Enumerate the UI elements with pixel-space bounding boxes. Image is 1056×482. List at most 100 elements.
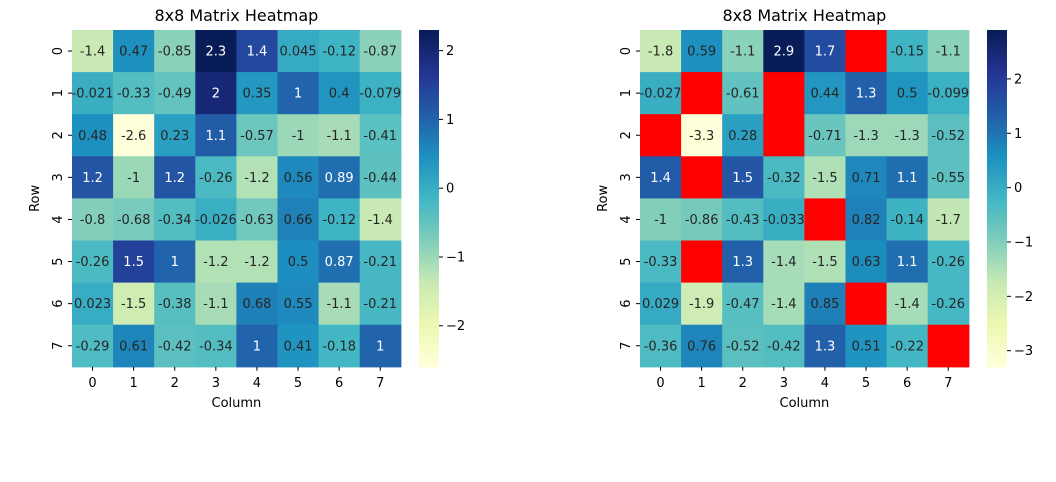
colorbar-strip bbox=[987, 243, 1007, 247]
colorbar-strip bbox=[987, 271, 1007, 275]
colorbar-strip bbox=[987, 352, 1007, 357]
x-axis-label: Column bbox=[212, 396, 262, 411]
colorbar-strip bbox=[419, 296, 439, 301]
colorbar-strip bbox=[987, 254, 1007, 259]
colorbar-strip bbox=[987, 170, 1007, 174]
heatmap-cell bbox=[804, 324, 847, 368]
colorbar-strip bbox=[987, 212, 1007, 216]
colorbar-strip bbox=[419, 265, 439, 270]
colorbar-strip bbox=[987, 285, 1007, 289]
colorbar-strip bbox=[987, 209, 1007, 214]
cell-value-label: -0.42 bbox=[767, 339, 801, 354]
y-tick-label: 7 bbox=[51, 342, 66, 350]
colorbar-strip bbox=[987, 324, 1007, 329]
colorbar-strip bbox=[987, 147, 1007, 152]
heatmap-cell bbox=[277, 198, 320, 242]
x-tick-label: 5 bbox=[294, 376, 302, 391]
colorbar-strip bbox=[987, 308, 1007, 312]
colorbar-strip bbox=[987, 159, 1007, 163]
colorbar-strip bbox=[419, 145, 439, 149]
colorbar-strip bbox=[987, 355, 1007, 360]
cell-value-label: -0.22 bbox=[890, 339, 924, 354]
cell-value-label: -0.15 bbox=[890, 45, 924, 60]
colorbar-strip bbox=[419, 279, 439, 284]
colorbar-strip bbox=[987, 218, 1007, 222]
heatmap-cell bbox=[886, 114, 929, 157]
heatmap-cell bbox=[236, 30, 279, 73]
cell-value-label: -0.52 bbox=[726, 339, 760, 354]
y-tick-label: 2 bbox=[619, 131, 634, 139]
x-tick-label: 0 bbox=[656, 376, 664, 391]
colorbar-strip bbox=[987, 190, 1007, 194]
cell-value-label: -1.4 bbox=[80, 45, 105, 60]
colorbar-strip bbox=[419, 229, 439, 233]
colorbar-strip bbox=[987, 125, 1007, 129]
cell-value-label: 1.7 bbox=[815, 45, 836, 60]
heatmap-cell bbox=[154, 240, 196, 284]
x-tick-label: 6 bbox=[903, 376, 911, 391]
cell-value-label: -1.7 bbox=[936, 213, 961, 228]
cell-value-label: -0.26 bbox=[931, 297, 965, 312]
colorbar-strip bbox=[419, 69, 439, 73]
colorbar-strip bbox=[987, 111, 1007, 115]
colorbar-strip bbox=[419, 358, 439, 362]
colorbar-strip bbox=[419, 133, 439, 138]
cell-value-label: 1.3 bbox=[856, 87, 877, 102]
heatmap-cell bbox=[72, 72, 114, 115]
colorbar-strip bbox=[987, 313, 1007, 318]
colorbar-strip bbox=[419, 344, 439, 348]
colorbar-strip bbox=[419, 268, 439, 273]
masked-cell bbox=[681, 240, 723, 284]
colorbar-strip bbox=[987, 49, 1007, 54]
colorbar-strip bbox=[419, 181, 439, 186]
cell-value-label: 0.48 bbox=[78, 129, 107, 144]
cell-value-label: 1.5 bbox=[123, 255, 144, 270]
colorbar-strip bbox=[987, 293, 1007, 298]
cell-value-label: -0.86 bbox=[685, 213, 719, 228]
heatmap-cell bbox=[72, 240, 114, 284]
colorbar-strip bbox=[987, 206, 1007, 211]
colorbar-strip bbox=[987, 251, 1007, 256]
heatmap-cell bbox=[154, 324, 196, 368]
heatmap-cell bbox=[640, 240, 682, 284]
colorbar-strip bbox=[987, 164, 1007, 169]
heatmap-cell bbox=[318, 324, 361, 368]
heatmap-cell bbox=[722, 72, 764, 115]
y-tick-label: 2 bbox=[51, 131, 66, 139]
cell-value-label: 1 bbox=[171, 255, 179, 270]
cell-value-label: 0.4 bbox=[329, 87, 350, 102]
cell-value-label: -1.9 bbox=[689, 297, 714, 312]
x-tick-label: 2 bbox=[739, 376, 747, 391]
colorbar-strip bbox=[419, 83, 439, 87]
colorbar-strip bbox=[987, 336, 1007, 340]
colorbar-strip bbox=[419, 263, 439, 267]
cell-value-label: -1.5 bbox=[812, 171, 837, 186]
colorbar-strip bbox=[419, 338, 439, 343]
cell-value-label: 2.3 bbox=[206, 45, 227, 60]
colorbar-strip bbox=[987, 176, 1007, 180]
colorbar-strip bbox=[419, 131, 439, 135]
cell-value-label: 0.82 bbox=[852, 213, 881, 228]
heatmap-cell bbox=[681, 282, 723, 326]
heatmap-cell bbox=[886, 30, 929, 73]
heatmap-cell bbox=[113, 30, 155, 73]
colorbar-strip bbox=[419, 114, 439, 118]
cell-value-label: 0.28 bbox=[728, 129, 757, 144]
heatmap-cell bbox=[804, 30, 847, 73]
colorbar-strip bbox=[987, 296, 1007, 301]
cell-value-label: 2.9 bbox=[774, 45, 795, 60]
colorbar-strip bbox=[419, 94, 439, 98]
cell-value-label: -0.079 bbox=[359, 87, 401, 102]
heatmap-cell bbox=[277, 282, 320, 326]
colorbar-strip bbox=[987, 235, 1007, 239]
colorbar-strip bbox=[419, 322, 439, 326]
colorbar-strip bbox=[419, 212, 439, 216]
cell-value-label: -0.85 bbox=[158, 45, 192, 60]
cell-value-label: 1.1 bbox=[206, 129, 227, 144]
colorbar-strip bbox=[987, 83, 1007, 87]
colorbar-strip bbox=[419, 41, 439, 45]
cell-value-label: -1.5 bbox=[121, 297, 146, 312]
colorbar-strip bbox=[987, 358, 1007, 362]
heatmap-cell bbox=[763, 282, 805, 326]
colorbar-strip bbox=[419, 305, 439, 309]
